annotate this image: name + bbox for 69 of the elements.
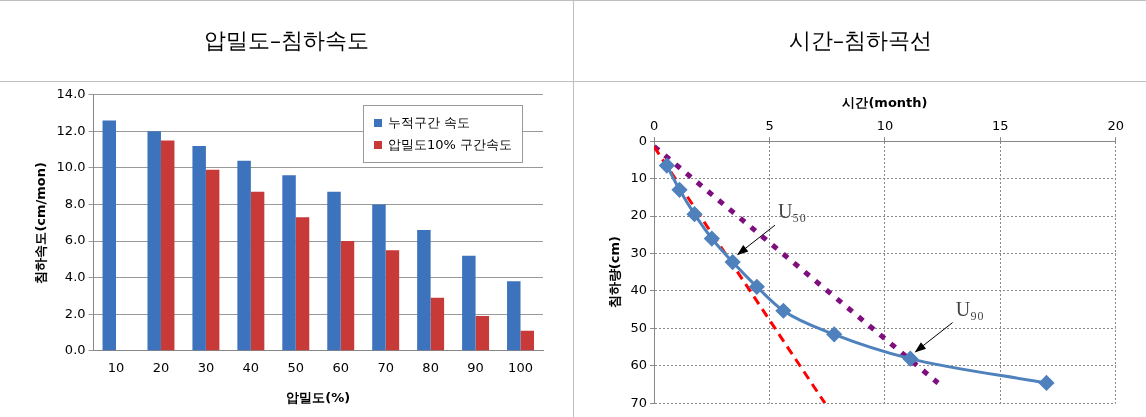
x-tick-label: 60 [332,359,350,375]
point [725,254,741,270]
chart-title: 압밀도–침하속도 [0,0,573,82]
y-tick-label: 2.0 [64,305,86,321]
point [775,303,791,319]
x-tick-label: 5 [765,117,774,133]
bar [282,175,296,351]
x-tick-label: 20 [1107,117,1124,133]
x-tick-label: 15 [992,117,1009,133]
legend-label: 누적구간 속도 [388,114,471,130]
bar [147,131,161,351]
y-tick-label: 0 [638,132,648,148]
x-tick-label: 10 [876,117,894,133]
x-axis-title: 압밀도(%) [286,389,351,405]
bar [520,330,535,351]
point [659,158,675,174]
point [687,206,703,222]
x-tick-label: 20 [152,359,170,375]
annotation: U₉₀ [955,297,985,320]
bar [327,191,341,351]
chart-title: 시간–침하곡선 [574,0,1146,82]
y-axis-title: 침하량(cm) [607,236,623,309]
x-tick-label: 0 [650,117,659,133]
y-axis-title: 침하속도(cm/mon) [33,161,49,284]
point [704,231,720,247]
bar [295,217,310,351]
y-tick-label: 10 [630,170,648,185]
bar [102,120,117,351]
x-tick-label: 100 [508,359,533,375]
x-tick-label: 80 [422,359,439,375]
y-tick-label: 8.0 [64,195,86,211]
bar [507,281,521,351]
bar [160,140,175,351]
x-tick-label: 40 [242,359,260,375]
x-tick-label: 30 [197,359,215,375]
x-tick-label: 70 [377,359,394,375]
y-tick-label: 40 [630,282,648,298]
y-tick-label: 12.0 [56,122,86,138]
y-tick-label: 30 [630,244,648,260]
x-tick-label: 90 [467,359,484,375]
legend-label: 압밀도10% 구간속도 [388,136,513,152]
point [826,326,842,342]
y-tick-label: 20 [630,207,648,223]
bar [372,204,386,351]
y-tick-label: 0.0 [64,342,86,358]
y-tick-label: 4.0 [64,269,86,285]
bar [430,297,445,351]
y-tick-label: 10.0 [56,159,86,175]
bar [475,316,490,351]
bar [462,255,476,351]
point [1038,375,1054,391]
bar [250,191,265,351]
point [672,182,688,198]
annotation: U₅₀ [777,200,807,223]
x-axis-title: 시간(month) [842,95,928,111]
bar [192,146,206,351]
x-tick-label: 10 [107,359,125,375]
y-tick-label: 70 [630,394,648,410]
bar [237,160,251,351]
bar [340,241,355,351]
bar [417,230,431,351]
bar [385,250,400,351]
y-tick-label: 14.0 [56,86,86,102]
x-tick-label: 50 [287,359,305,375]
y-tick-label: 50 [630,319,648,335]
y-tick-label: 6.0 [64,232,86,248]
point [749,279,765,295]
point [902,351,918,367]
bar [205,169,220,351]
